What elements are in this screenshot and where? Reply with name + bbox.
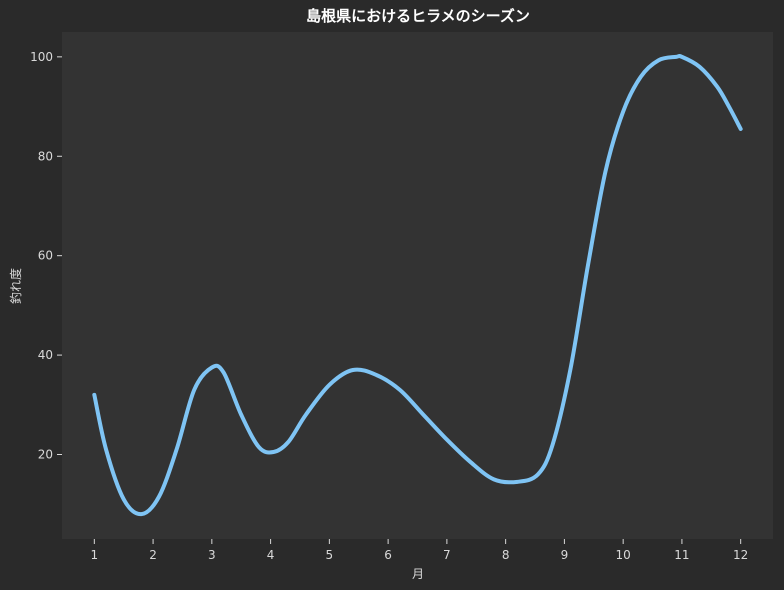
- x-tick-label: 2: [149, 548, 157, 562]
- x-tick-label: 4: [267, 548, 275, 562]
- y-axis-ticks: 20 40 60 80 100: [30, 50, 62, 462]
- plot-area: [62, 32, 773, 539]
- y-tick-label: 20: [38, 448, 53, 462]
- x-tick-label: 1: [90, 548, 98, 562]
- x-tick-label: 6: [384, 548, 392, 562]
- x-axis-label: 月: [412, 567, 424, 581]
- x-tick-label: 7: [443, 548, 451, 562]
- series-line: [92, 53, 743, 517]
- y-axis-label: 釣れ度: [8, 268, 23, 304]
- y-tick-label: 100: [30, 50, 53, 64]
- x-tick-label: 9: [561, 548, 569, 562]
- y-tick-label: 60: [38, 249, 53, 263]
- series-layer: [92, 53, 743, 517]
- x-tick-label: 10: [616, 548, 631, 562]
- x-axis-ticks: 1 2 3 4 5 6 7 8 9 10 11 12: [90, 539, 748, 562]
- y-tick-label: 40: [38, 348, 53, 362]
- x-tick-label: 12: [733, 548, 748, 562]
- x-tick-label: 11: [674, 548, 689, 562]
- x-tick-label: 5: [326, 548, 334, 562]
- y-tick-label: 80: [38, 149, 53, 163]
- chart-title: 島根県におけるヒラメのシーズン: [306, 7, 530, 25]
- x-tick-label: 8: [502, 548, 510, 562]
- x-tick-label: 3: [208, 548, 216, 562]
